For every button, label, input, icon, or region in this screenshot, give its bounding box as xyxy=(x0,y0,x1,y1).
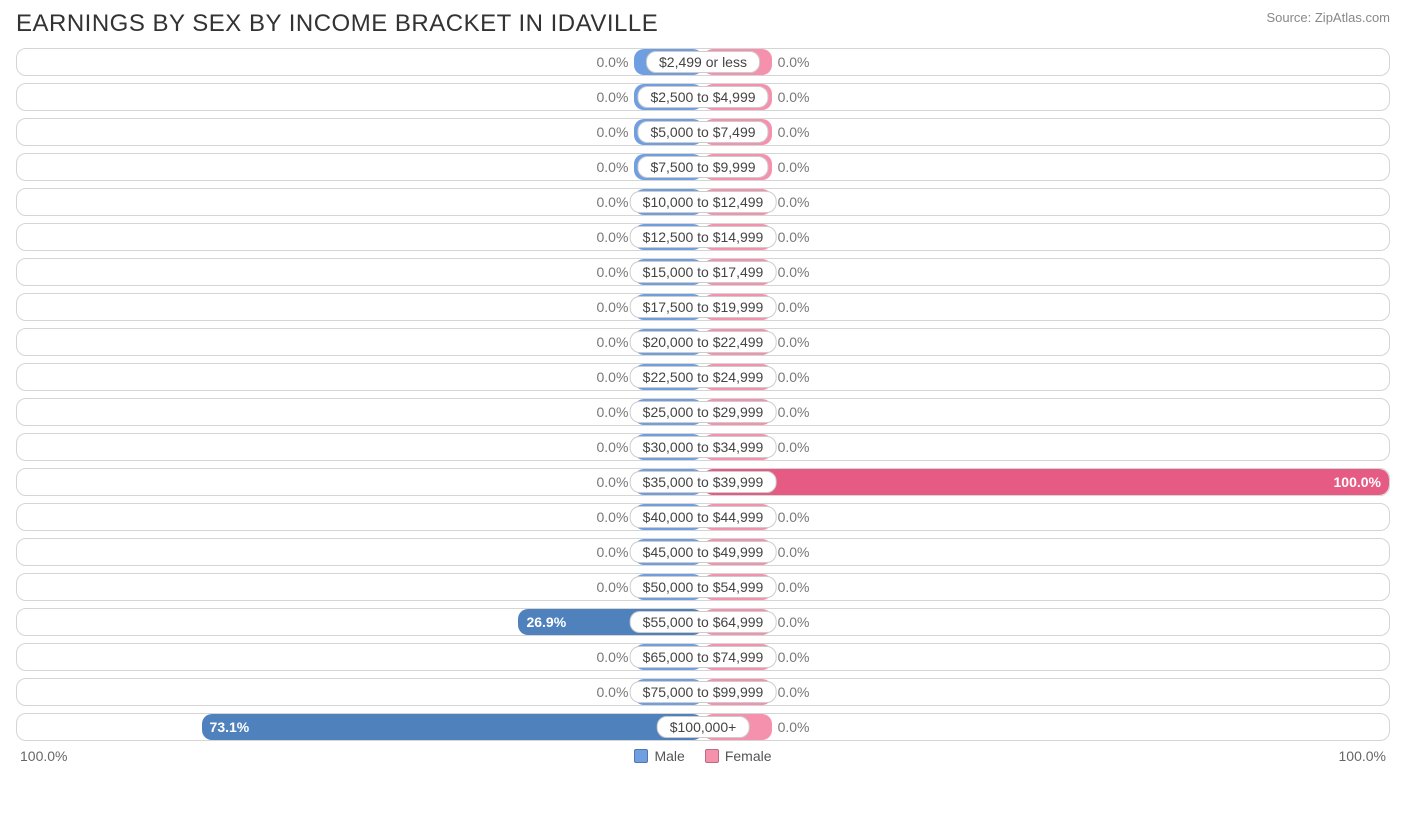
male-pct-label: 0.0% xyxy=(596,299,628,315)
category-label: $10,000 to $12,499 xyxy=(630,191,777,213)
chart-footer: 100.0% Male Female 100.0% xyxy=(16,748,1390,764)
legend-swatch-male xyxy=(634,749,648,763)
chart-row: 0.0% 0.0%$15,000 to $17,499 xyxy=(16,258,1390,286)
axis-label-left: 100.0% xyxy=(20,748,67,764)
female-pct-label: 100.0% xyxy=(1334,474,1381,490)
chart-row: 0.0% 0.0%$25,000 to $29,999 xyxy=(16,398,1390,426)
male-pct-label: 0.0% xyxy=(596,474,628,490)
male-pct-label: 0.0% xyxy=(596,54,628,70)
category-label: $75,000 to $99,999 xyxy=(630,681,777,703)
female-pct-label: 0.0% xyxy=(778,229,810,245)
legend: Male Female xyxy=(634,748,771,764)
female-pct-label: 0.0% xyxy=(778,159,810,175)
source-attribution: Source: ZipAtlas.com xyxy=(1266,10,1390,25)
female-pct-label: 0.0% xyxy=(778,299,810,315)
female-pct-label: 0.0% xyxy=(778,369,810,385)
chart-row: 0.0% 0.0%$20,000 to $22,499 xyxy=(16,328,1390,356)
chart-row: 0.0% 0.0%$75,000 to $99,999 xyxy=(16,678,1390,706)
female-pct-label: 0.0% xyxy=(778,649,810,665)
male-pct-label: 0.0% xyxy=(596,124,628,140)
female-pct-label: 0.0% xyxy=(778,54,810,70)
female-pct-label: 0.0% xyxy=(778,614,810,630)
female-pct-label: 0.0% xyxy=(778,124,810,140)
category-label: $17,500 to $19,999 xyxy=(630,296,777,318)
male-pct-label: 0.0% xyxy=(596,194,628,210)
chart-row: 26.9% 0.0%$55,000 to $64,999 xyxy=(16,608,1390,636)
legend-item-male: Male xyxy=(634,748,684,764)
legend-label-female: Female xyxy=(725,748,772,764)
category-label: $25,000 to $29,999 xyxy=(630,401,777,423)
category-label: $12,500 to $14,999 xyxy=(630,226,777,248)
category-label: $7,500 to $9,999 xyxy=(637,156,768,178)
male-pct-label: 0.0% xyxy=(596,404,628,420)
male-bar: 73.1% xyxy=(202,714,703,740)
male-pct-label: 26.9% xyxy=(526,614,566,630)
category-label: $2,500 to $4,999 xyxy=(637,86,768,108)
chart-row: 73.1% 0.0% $100,000+ xyxy=(16,713,1390,741)
male-pct-label: 73.1% xyxy=(210,719,250,735)
female-pct-label: 0.0% xyxy=(778,334,810,350)
legend-swatch-female xyxy=(705,749,719,763)
category-label: $2,499 or less xyxy=(646,51,760,73)
category-label: $40,000 to $44,999 xyxy=(630,506,777,528)
chart-row: 0.0% 0.0% $7,500 to $9,999 xyxy=(16,153,1390,181)
chart-row: 0.0% 0.0%$12,500 to $14,999 xyxy=(16,223,1390,251)
axis-label-right: 100.0% xyxy=(1339,748,1386,764)
female-pct-label: 0.0% xyxy=(778,89,810,105)
female-pct-label: 0.0% xyxy=(778,194,810,210)
category-label: $50,000 to $54,999 xyxy=(630,576,777,598)
male-pct-label: 0.0% xyxy=(596,89,628,105)
male-pct-label: 0.0% xyxy=(596,229,628,245)
category-label: $30,000 to $34,999 xyxy=(630,436,777,458)
chart-row: 0.0% 0.0% $5,000 to $7,499 xyxy=(16,118,1390,146)
chart-title: EARNINGS BY SEX BY INCOME BRACKET IN IDA… xyxy=(16,10,658,38)
legend-item-female: Female xyxy=(705,748,772,764)
category-label: $45,000 to $49,999 xyxy=(630,541,777,563)
male-pct-label: 0.0% xyxy=(596,369,628,385)
male-pct-label: 0.0% xyxy=(596,684,628,700)
male-pct-label: 0.0% xyxy=(596,159,628,175)
category-label: $15,000 to $17,499 xyxy=(630,261,777,283)
female-pct-label: 0.0% xyxy=(778,264,810,280)
chart-row: 0.0% 0.0%$22,500 to $24,999 xyxy=(16,363,1390,391)
chart-row: 0.0% 0.0%$65,000 to $74,999 xyxy=(16,643,1390,671)
female-bar: 100.0% xyxy=(703,469,1389,495)
female-pct-label: 0.0% xyxy=(778,719,810,735)
male-pct-label: 0.0% xyxy=(596,439,628,455)
female-pct-label: 0.0% xyxy=(778,404,810,420)
chart-row: 0.0% 0.0%$17,500 to $19,999 xyxy=(16,293,1390,321)
category-label: $55,000 to $64,999 xyxy=(630,611,777,633)
chart-row: 0.0% 0.0%$10,000 to $12,499 xyxy=(16,188,1390,216)
category-label: $100,000+ xyxy=(657,716,750,738)
male-pct-label: 0.0% xyxy=(596,579,628,595)
chart-row: 0.0% 0.0%$40,000 to $44,999 xyxy=(16,503,1390,531)
male-pct-label: 0.0% xyxy=(596,334,628,350)
category-label: $20,000 to $22,499 xyxy=(630,331,777,353)
chart-container: EARNINGS BY SEX BY INCOME BRACKET IN IDA… xyxy=(0,0,1406,772)
chart-row: 0.0% 0.0% $2,500 to $4,999 xyxy=(16,83,1390,111)
female-pct-label: 0.0% xyxy=(778,544,810,560)
male-pct-label: 0.0% xyxy=(596,544,628,560)
category-label: $65,000 to $74,999 xyxy=(630,646,777,668)
female-pct-label: 0.0% xyxy=(778,439,810,455)
chart-row: 0.0% 0.0% $2,499 or less xyxy=(16,48,1390,76)
header: EARNINGS BY SEX BY INCOME BRACKET IN IDA… xyxy=(16,10,1390,38)
male-pct-label: 0.0% xyxy=(596,649,628,665)
chart-row: 0.0% 0.0%$45,000 to $49,999 xyxy=(16,538,1390,566)
category-label: $22,500 to $24,999 xyxy=(630,366,777,388)
male-pct-label: 0.0% xyxy=(596,264,628,280)
female-pct-label: 0.0% xyxy=(778,509,810,525)
chart-row: 0.0% 100.0% $35,000 to $39,999 xyxy=(16,468,1390,496)
chart-row: 0.0% 0.0%$50,000 to $54,999 xyxy=(16,573,1390,601)
male-pct-label: 0.0% xyxy=(596,509,628,525)
legend-label-male: Male xyxy=(654,748,684,764)
female-pct-label: 0.0% xyxy=(778,684,810,700)
diverging-bar-chart: 0.0% 0.0% $2,499 or less 0.0% 0.0% $2,500 to … xyxy=(16,48,1390,741)
chart-row: 0.0% 0.0%$30,000 to $34,999 xyxy=(16,433,1390,461)
category-label: $35,000 to $39,999 xyxy=(630,471,777,493)
female-pct-label: 0.0% xyxy=(778,579,810,595)
category-label: $5,000 to $7,499 xyxy=(637,121,768,143)
